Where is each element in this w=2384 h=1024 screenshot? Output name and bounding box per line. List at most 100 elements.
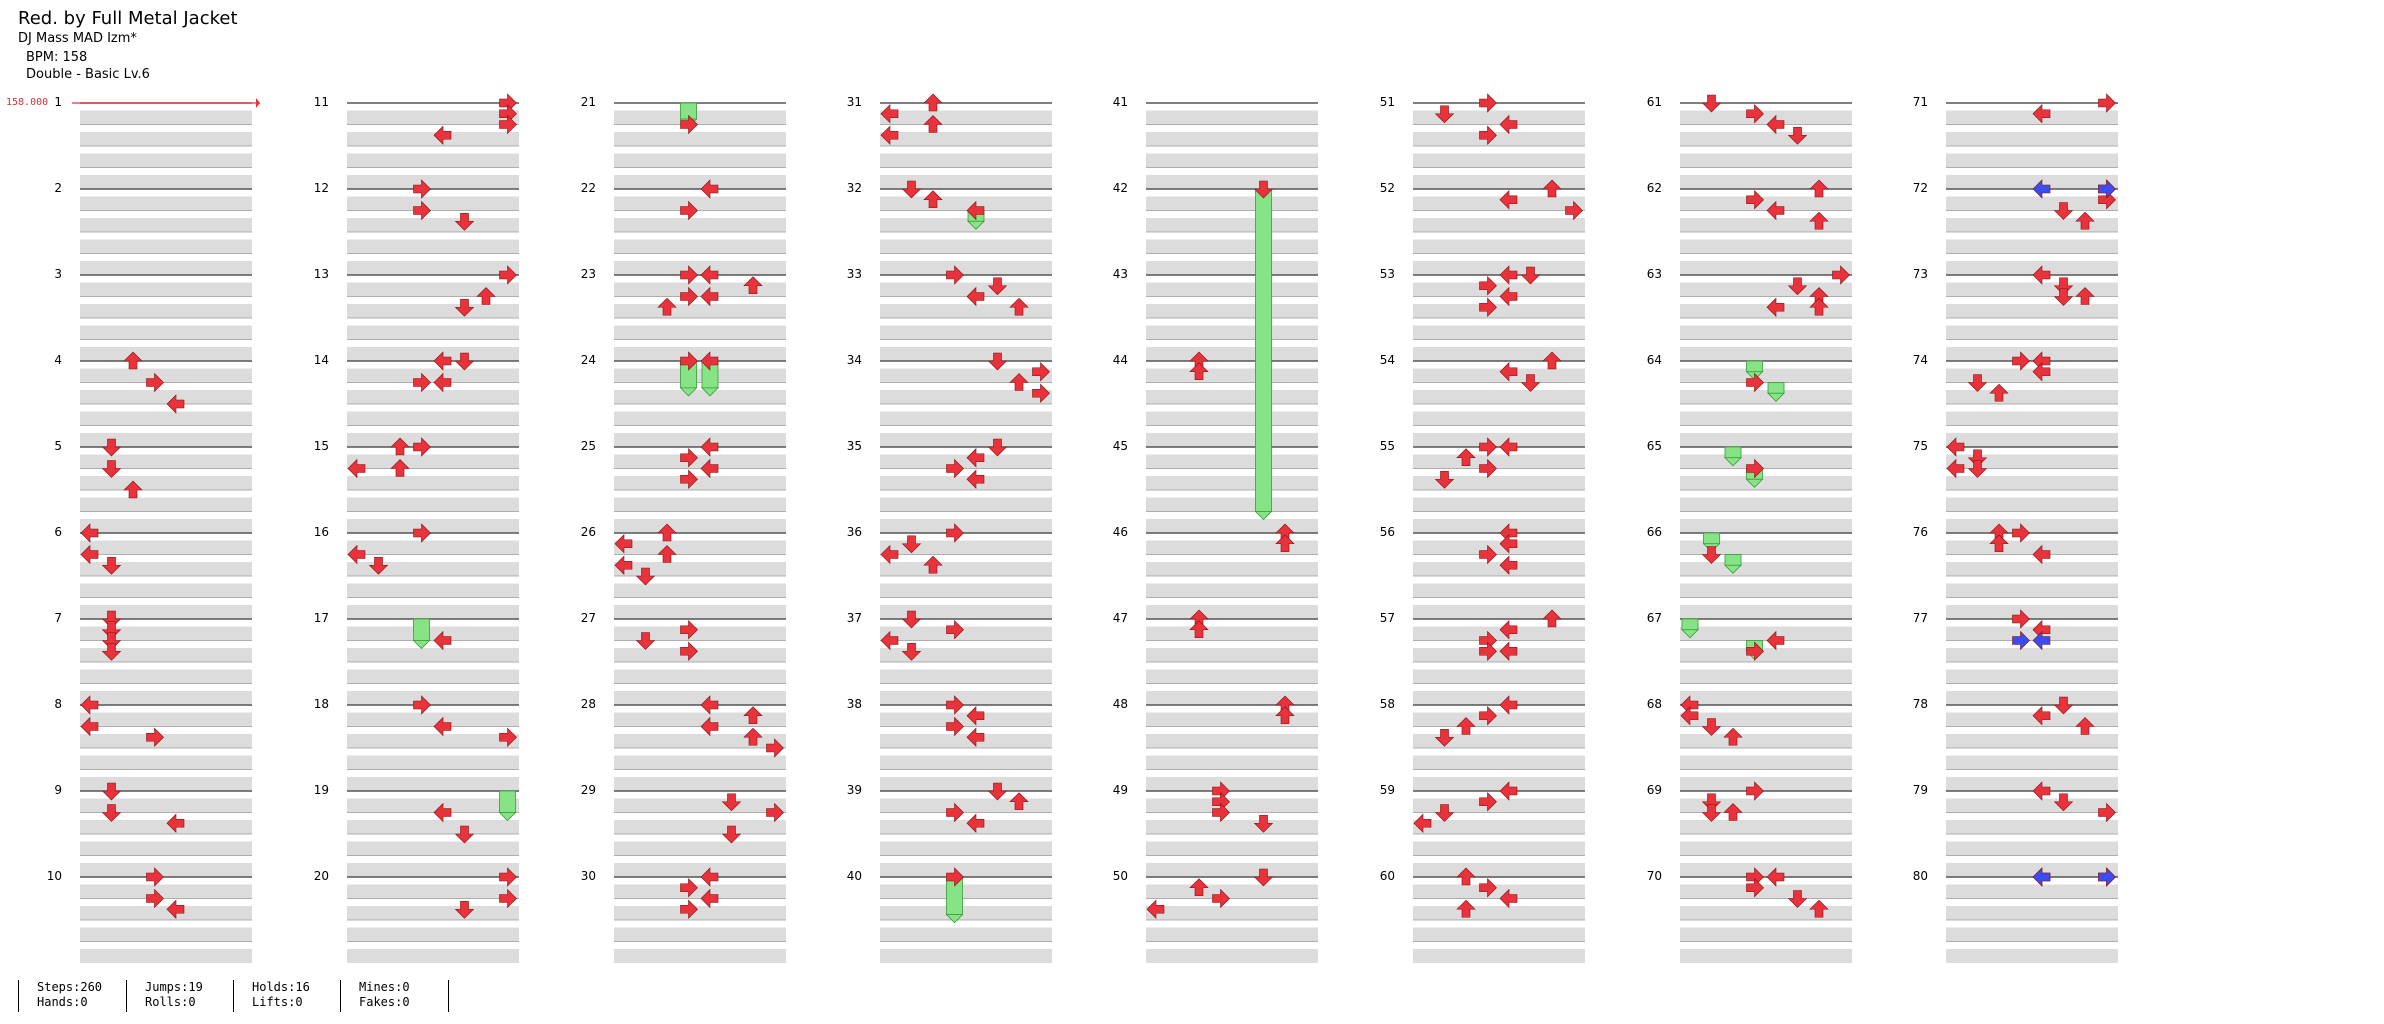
step-arrow [101,642,122,661]
step-arrow [1146,899,1165,919]
beat-band [1680,777,1852,791]
step-arrow [2032,104,2051,124]
beat-band [347,648,519,662]
beat-band [1146,261,1318,275]
step-arrow [987,352,1008,371]
step-arrow [946,620,964,640]
beat-band [347,583,519,598]
step-arrow [1275,534,1295,553]
beat-band [614,820,786,834]
measure-number: 11 [314,95,329,109]
step-arrow [1499,534,1518,554]
step-arrow [1032,383,1050,403]
step-arrow [499,867,517,887]
measure-number: 73 [1913,267,1928,281]
step-arrow [1832,265,1850,285]
measure-number: 23 [581,267,596,281]
beat-band [347,712,519,727]
beat-band [1146,583,1318,598]
beat-band [880,325,1052,340]
beat-band [1680,519,1852,533]
step-arrow [680,351,698,371]
measure-number: 14 [314,353,329,367]
beat-band [1146,218,1318,232]
beat-band [1680,949,1852,963]
step-arrow [2053,277,2074,296]
measure-number: 30 [581,869,596,883]
beat-band [1146,497,1318,512]
beat-band [80,669,252,684]
beat-band [1680,927,1852,942]
step-arrow [2053,793,2074,812]
beat-band [1413,433,1585,447]
step-arrow [1479,297,1497,317]
beat-band [1413,798,1585,813]
step-arrow [966,286,985,307]
step-arrow [1701,718,1722,736]
beat-band [1413,132,1585,146]
step-arrow [1809,211,1829,230]
step-arrow [1723,727,1743,746]
beat-band [880,562,1052,576]
beat-band [80,218,252,232]
beat-band [1680,497,1852,512]
difficulty-label: Double - Basic Lv.6 [26,67,150,82]
hold-tail [945,914,964,924]
beat-band [1146,175,1318,189]
beat-band [1680,562,1852,576]
beat-band [1413,884,1585,899]
beat-band [614,734,786,748]
step-arrow [700,265,719,285]
beat-band [80,261,252,275]
step-arrow [1809,179,1829,198]
beat-band [614,605,786,619]
step-arrow [166,813,185,833]
step-arrow [1434,105,1455,124]
measure-number: 17 [314,611,329,625]
step-arrow [101,438,122,457]
step-arrow [1520,266,1541,285]
beat-band [1146,325,1318,340]
step-arrow [946,265,964,285]
step-arrow [700,179,719,199]
beat-band [1946,304,2118,318]
beat-band [1946,863,2118,877]
measure-number: 33 [847,267,862,281]
beat-band [1680,906,1852,920]
beat-band [80,175,252,189]
beat-band [1146,820,1318,834]
beat-band [1146,476,1318,490]
step-arrow [901,642,922,661]
beat-band [1946,218,2118,232]
measure-number: 20 [314,869,329,883]
step-arrow [966,469,985,489]
measure-number: 62 [1647,181,1662,195]
beat-band [880,777,1052,791]
beat-band [80,110,252,125]
beat-band [347,820,519,834]
step-arrow [1009,373,1029,391]
step-arrow [1479,706,1497,726]
beat-band [614,261,786,275]
beat-band [347,605,519,619]
step-arrow [499,727,517,747]
beat-band [80,153,252,168]
step-arrow [347,458,366,479]
beat-band [1946,583,2118,598]
step-arrow [1946,458,1965,479]
beat-band [1413,325,1585,340]
beat-band [1146,927,1318,942]
step-arrow [880,630,899,651]
step-arrow [743,276,763,295]
step-arrow [635,632,656,650]
song-title: Red. by Full Metal Jacket [18,8,238,29]
beat-band [1413,196,1585,211]
measure-number: 65 [1647,439,1662,453]
beat-band [1680,196,1852,211]
beat-band [347,884,519,899]
beat-band [1680,755,1852,770]
step-arrow [1009,297,1029,316]
beat-band [80,798,252,813]
step-arrow [454,900,475,919]
measure-number: 61 [1647,95,1662,109]
